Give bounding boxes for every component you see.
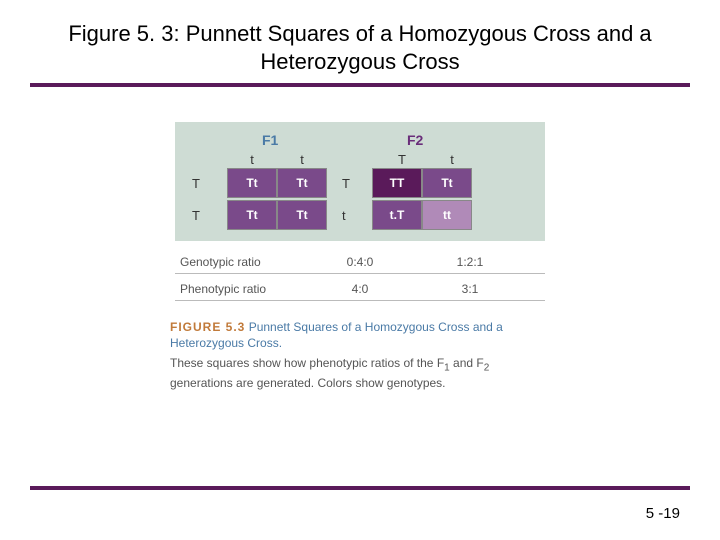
figure-wrap: F1 F2 t t T t T Tt Tt T TT Tt T Tt (150, 122, 570, 391)
punnett-cell: Tt (277, 200, 327, 230)
punnett-cell: tt (422, 200, 472, 230)
f2-col-allele: t (427, 152, 477, 167)
phenotypic-ratio-row: Phenotypic ratio 4:0 3:1 (175, 274, 545, 300)
f1-row-allele: T (187, 208, 227, 223)
footer-rule (30, 486, 690, 490)
punnett-cell: Tt (227, 168, 277, 198)
f2-label: F2 (372, 132, 492, 148)
title-rule (30, 83, 690, 87)
f1-col-allele: t (277, 152, 327, 167)
f1-col-allele: t (227, 152, 277, 167)
generation-labels: F1 F2 (187, 132, 533, 148)
ratio-value: 3:1 (415, 282, 525, 296)
f2-row-allele: T (332, 176, 372, 191)
ratio-value: 0:4:0 (305, 255, 415, 269)
slide-title: Figure 5. 3: Punnett Squares of a Homozy… (0, 0, 720, 83)
ratio-value: 4:0 (305, 282, 415, 296)
figure-number: FIGURE 5.3 (170, 320, 245, 334)
punnett-cell: Tt (422, 168, 472, 198)
punnett-panel: F1 F2 t t T t T Tt Tt T TT Tt T Tt (175, 122, 545, 241)
f2-row-allele: t (332, 208, 372, 223)
punnett-cell: TT (372, 168, 422, 198)
column-alleles: t t T t (187, 152, 533, 167)
divider (175, 300, 545, 301)
punnett-cell: t.T (372, 200, 422, 230)
f1-label: F1 (227, 132, 347, 148)
f1-row-allele: T (187, 176, 227, 191)
page-number: 5 -19 (646, 505, 680, 522)
ratio-label: Phenotypic ratio (175, 282, 305, 296)
figure-description: These squares show how phenotypic ratios… (170, 355, 550, 391)
figure-caption: FIGURE 5.3 Punnett Squares of a Homozygo… (170, 319, 550, 391)
ratio-label: Genotypic ratio (175, 255, 305, 269)
punnett-cell: Tt (277, 168, 327, 198)
ratio-value: 1:2:1 (415, 255, 525, 269)
punnett-row: T Tt Tt T TT Tt (187, 167, 533, 199)
punnett-row: T Tt Tt t t.T tt (187, 199, 533, 231)
punnett-cell: Tt (227, 200, 277, 230)
genotypic-ratio-row: Genotypic ratio 0:4:0 1:2:1 (175, 247, 545, 273)
f2-col-allele: T (377, 152, 427, 167)
